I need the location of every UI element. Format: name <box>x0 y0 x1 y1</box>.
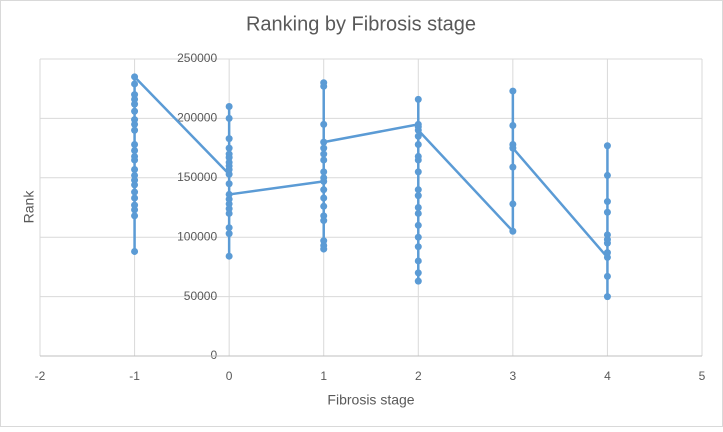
x-tick-label: -1 <box>129 369 140 383</box>
data-point <box>509 227 517 235</box>
data-point <box>131 107 139 115</box>
data-point <box>414 209 422 217</box>
data-point <box>131 188 139 196</box>
data-point <box>414 277 422 285</box>
data-point <box>225 114 233 122</box>
data-point <box>414 132 422 140</box>
data-point <box>131 116 139 124</box>
data-point <box>509 122 517 130</box>
data-point <box>603 208 611 216</box>
data-point <box>320 150 328 158</box>
y-tick-label: 0 <box>210 348 217 362</box>
data-point <box>320 82 328 90</box>
data-point <box>414 204 422 211</box>
data-point <box>509 87 517 95</box>
data-point <box>320 202 328 210</box>
data-point <box>414 156 422 164</box>
data-point <box>131 247 139 255</box>
data-point <box>509 200 517 208</box>
data-point <box>320 186 328 194</box>
data-point <box>225 252 233 260</box>
data-point <box>131 80 139 88</box>
data-point <box>414 186 422 194</box>
data-point <box>414 192 422 200</box>
data-point <box>131 126 139 134</box>
data-point <box>131 165 139 173</box>
data-point <box>509 144 517 152</box>
y-tick-label: 150000 <box>177 170 217 184</box>
data-point <box>131 171 139 179</box>
data-point <box>414 243 422 251</box>
data-point <box>320 138 328 146</box>
data-point <box>603 249 611 257</box>
data-point <box>414 126 422 134</box>
data-point <box>225 230 233 238</box>
data-point <box>131 146 139 154</box>
data-point <box>225 165 233 173</box>
data-point <box>414 257 422 265</box>
data-point <box>603 272 611 280</box>
y-axis-label: Rank <box>21 190 37 224</box>
data-point <box>225 224 233 232</box>
x-tick-label: 2 <box>415 369 422 383</box>
data-point <box>131 152 139 160</box>
data-point <box>509 163 517 171</box>
data-point <box>131 73 139 81</box>
data-point <box>320 144 328 152</box>
x-tick-label: 0 <box>226 369 233 383</box>
data-point <box>320 174 328 182</box>
data-point <box>320 168 328 176</box>
data-point <box>225 135 233 143</box>
data-point <box>603 142 611 150</box>
y-tick-label: 250000 <box>177 51 217 65</box>
data-point <box>414 233 422 241</box>
data-point <box>320 156 328 164</box>
data-point <box>414 221 422 229</box>
data-point <box>414 141 422 149</box>
chart-title: Ranking by Fibrosis stage <box>246 13 476 35</box>
data-point <box>131 201 139 209</box>
y-tick-label: 200000 <box>177 111 217 125</box>
data-point <box>225 209 233 217</box>
data-point <box>320 120 328 128</box>
x-tick-label: 5 <box>699 369 706 383</box>
y-tick-label: 100000 <box>177 229 217 243</box>
data-point <box>131 194 139 202</box>
data-point <box>603 171 611 179</box>
data-point <box>414 269 422 277</box>
data-point <box>414 168 422 176</box>
data-point <box>225 144 233 152</box>
data-point <box>225 103 233 111</box>
data-point <box>320 217 328 225</box>
y-tick-label: 50000 <box>184 289 218 303</box>
data-point <box>320 245 328 253</box>
data-point <box>131 141 139 149</box>
data-point <box>225 190 233 198</box>
x-tick-label: -2 <box>35 369 46 383</box>
x-axis-label: Fibrosis stage <box>327 392 414 408</box>
data-point <box>603 239 611 247</box>
x-tick-label: 4 <box>604 369 611 383</box>
data-point <box>603 198 611 206</box>
data-point <box>225 180 233 188</box>
data-point <box>603 293 611 301</box>
x-tick-label: 1 <box>320 369 327 383</box>
x-tick-label: 3 <box>510 369 517 383</box>
data-point <box>131 212 139 220</box>
data-point <box>131 91 139 99</box>
data-point <box>414 95 422 103</box>
data-point <box>320 194 328 202</box>
